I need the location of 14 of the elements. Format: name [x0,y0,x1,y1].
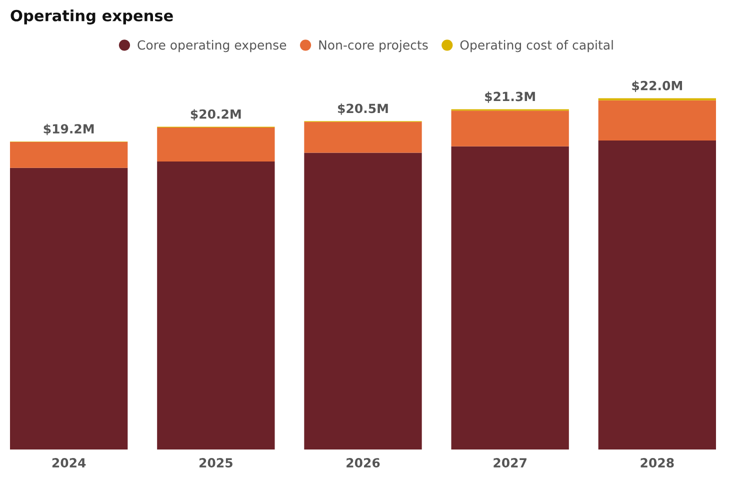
x-tick-label: 2026 [346,458,380,468]
x-tick-label: 2028 [640,458,674,468]
legend-label: Operating cost of capital [460,40,613,52]
annotation: $22.0M [632,80,682,92]
legend-label: Non-core projects [319,40,428,52]
annotation: $20.5M [338,103,388,115]
x-tick-label: 2024 [52,458,86,468]
x-tick-label: 2025 [200,458,232,468]
legend-label: Core operating expense [138,40,286,52]
x-tick-label: 2027 [494,458,526,468]
annotation: $21.3M [485,92,535,103]
annotation: $19.2M [44,124,94,136]
annotation: $20.2M [190,109,241,120]
chart-title: Operating expense [10,10,173,24]
